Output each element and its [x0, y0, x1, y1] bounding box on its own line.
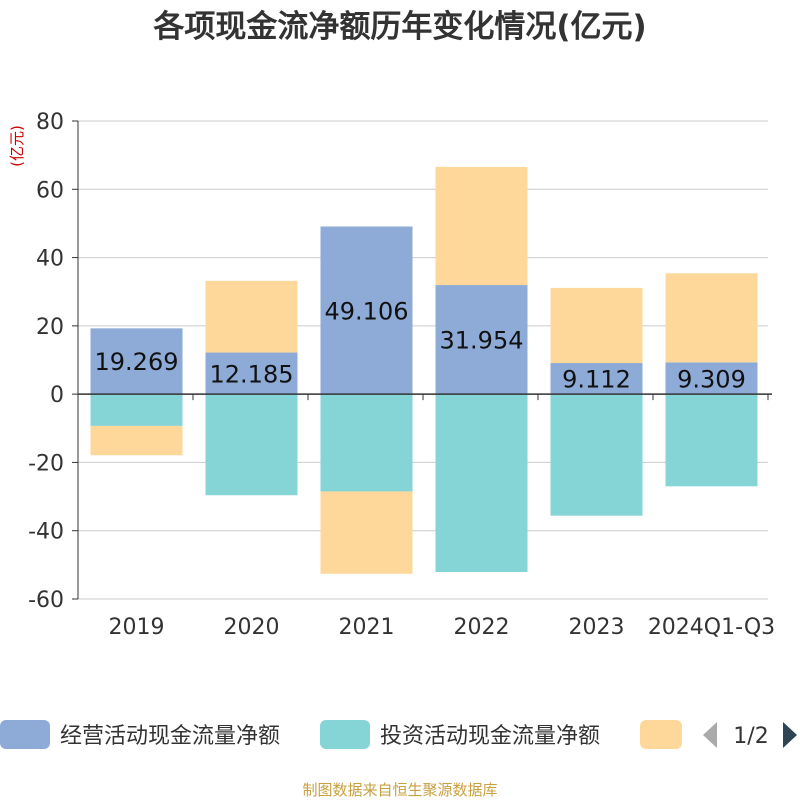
- gridlines: [78, 120, 768, 600]
- x-tick-label: 2024Q1-Q3: [648, 615, 775, 640]
- data-label: 12.185: [210, 360, 294, 388]
- bars: [90, 166, 758, 574]
- pager-prev-icon[interactable]: [703, 722, 717, 748]
- bar-series0-1: [205, 352, 298, 395]
- data-label: 19.269: [95, 348, 179, 376]
- bar-series1-3: [435, 394, 528, 573]
- bar-series1-2: [320, 394, 413, 492]
- legend-swatch-operating: [0, 720, 50, 749]
- data-label: 49.106: [325, 297, 409, 325]
- y-tick-label: 80: [36, 110, 64, 135]
- legend-item-operating[interactable]: 经营活动现金流量净额: [0, 720, 280, 749]
- data-label: 9.112: [562, 366, 631, 394]
- x-tick-label: 2020: [224, 615, 280, 640]
- data-label: 31.954: [440, 327, 524, 355]
- bar-series0-0: [90, 328, 183, 395]
- legend-swatch-investing: [320, 720, 370, 749]
- bar-series2-5: [665, 273, 758, 363]
- pager-text: 1/2: [733, 724, 768, 749]
- bar-series1-0: [90, 394, 183, 426]
- data-labels: 19.269 12.185 49.106 31.954 9.112 9.309: [95, 297, 746, 393]
- bar-series2-1: [205, 280, 298, 353]
- bar-series2-4: [550, 287, 643, 364]
- source-note: 制图数据来自恒生聚源数据库: [302, 781, 497, 799]
- axes: 80 60 40 20 0 -20 -40 -60 2019 2020 2021 2022 2023 20…: [28, 110, 775, 640]
- legend-item-financing[interactable]: [640, 720, 682, 749]
- bar-series2-3: [435, 166, 528, 286]
- data-label: 9.309: [677, 365, 746, 393]
- y-tick-label: 40: [36, 247, 64, 272]
- bar-series1-4: [550, 394, 643, 516]
- pager-next-icon[interactable]: [783, 722, 797, 748]
- y-tick-label: -20: [28, 451, 64, 476]
- bar-series1-1: [205, 394, 298, 496]
- bar-series2-2: [320, 491, 413, 574]
- y-axis-label: (亿元): [8, 125, 26, 167]
- legend: 经营活动现金流量净额 投资活动现金流量净额 1/2: [0, 720, 797, 749]
- legend-item-investing[interactable]: 投资活动现金流量净额: [320, 720, 600, 749]
- y-tick-label: 60: [36, 178, 64, 203]
- bar-series2-0: [90, 425, 183, 456]
- x-tick-label: 2019: [109, 615, 165, 640]
- x-tick-label: 2022: [454, 615, 510, 640]
- bar-series1-5: [665, 394, 758, 487]
- legend-label-operating: 经营活动现金流量净额: [60, 724, 280, 749]
- bar-series0-2: [320, 226, 413, 395]
- y-tick-label: 20: [36, 315, 64, 340]
- legend-label-investing: 投资活动现金流量净额: [380, 724, 600, 749]
- x-tick-label: 2021: [339, 615, 395, 640]
- y-tick-label: -60: [28, 588, 64, 613]
- bar-series0-3: [435, 285, 528, 395]
- y-tick-label: -40: [28, 520, 64, 545]
- legend-swatch-financing: [640, 720, 682, 749]
- bar-series0-5: [665, 362, 758, 395]
- bar-series0-4: [550, 363, 643, 395]
- chart-title: 各项现金流净额历年变化情况(亿元): [152, 9, 646, 45]
- x-tick-label: 2023: [569, 615, 625, 640]
- y-tick-label: 0: [50, 383, 64, 408]
